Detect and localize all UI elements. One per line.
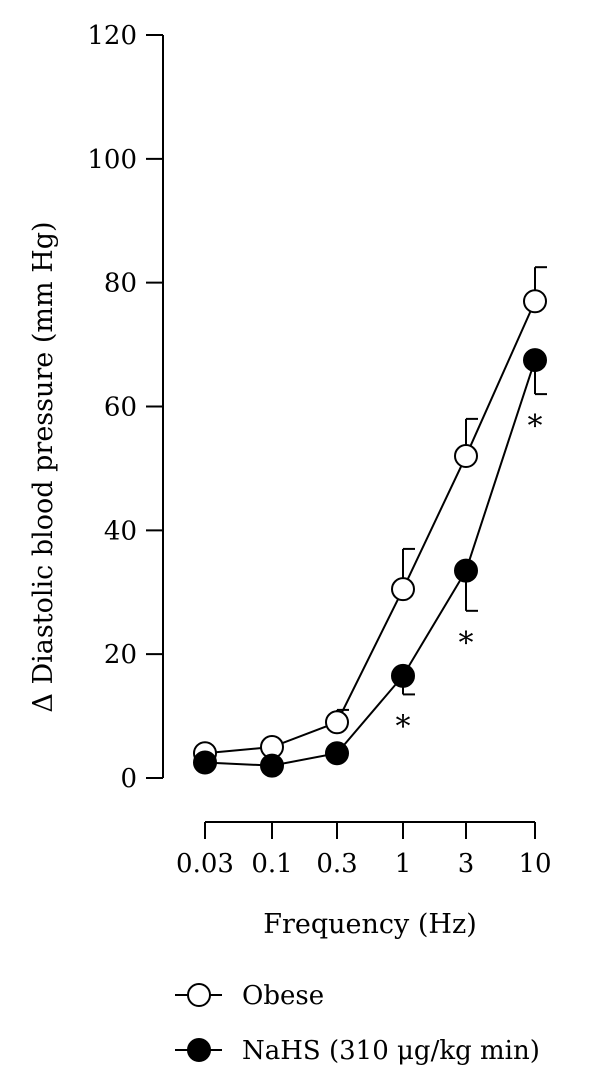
x-tick-label: 0.03 [176,849,234,879]
significance-marker: * [459,626,474,661]
y-axis-title: Δ Diastolic blood pressure (mm Hg) [28,221,59,712]
series-layer [193,266,547,778]
data-point [193,750,217,775]
data-point [325,710,349,735]
significance-marker: * [528,409,543,444]
y-tick-label: 20 [104,640,137,670]
significance-annotations: * * * [396,409,543,744]
legend-marker [187,983,211,1007]
data-point [391,663,415,688]
x-tick-label: 1 [395,849,412,879]
y-axis: 0 20 40 60 80 100 120 [87,21,164,794]
series-nahs [193,348,547,778]
y-tick-label: 80 [104,269,137,299]
data-point [454,558,478,583]
y-tick-label: 0 [120,764,137,794]
series-line [204,300,536,755]
y-tick-label: 100 [87,145,137,175]
y-tick-label: 40 [104,516,137,546]
x-axis: 0.03 0.1 0.3 1 3 10 [176,821,552,879]
x-axis-title: Frequency (Hz) [263,909,476,940]
x-tick-label: 10 [518,849,551,879]
data-point [523,348,547,373]
y-tick-label: 120 [87,21,137,51]
series-obese [193,266,547,766]
data-point [454,444,478,469]
data-point [523,289,547,314]
x-tick-label: 0.1 [251,849,292,879]
legend-item: NaHS (310 μg/kg min) [175,1036,540,1066]
data-point [391,577,415,602]
data-point [260,753,284,778]
x-tick-label: 0.3 [316,849,357,879]
legend-item: Obese [175,981,324,1011]
data-point [325,741,349,766]
legend: Obese NaHS (310 μg/kg min) [175,981,540,1066]
y-tick-label: 60 [104,393,137,423]
legend-label: Obese [242,981,324,1011]
significance-marker: * [396,709,411,744]
x-tick-label: 3 [458,849,475,879]
legend-label: NaHS (310 μg/kg min) [242,1036,540,1066]
series-line [204,359,536,767]
legend-marker [187,1038,211,1062]
